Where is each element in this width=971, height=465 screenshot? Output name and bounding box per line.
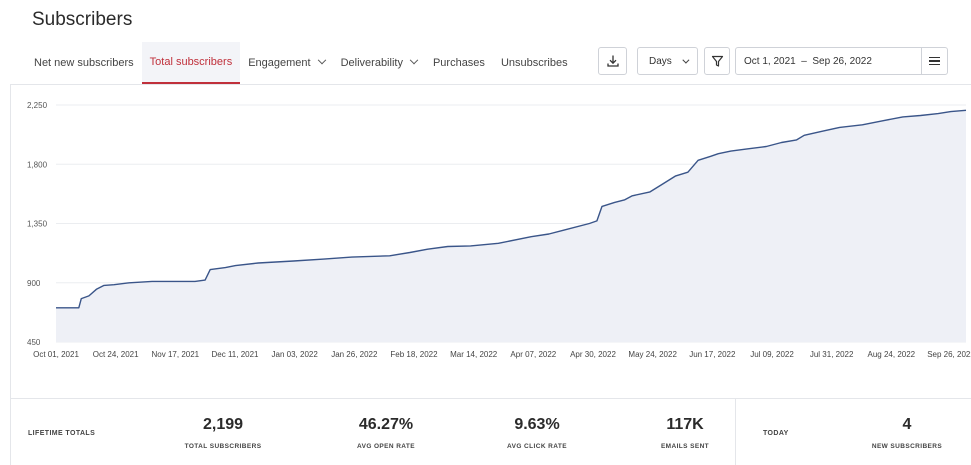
date-separator: – <box>801 55 807 67</box>
x-tick-label: Feb 18, 2022 <box>390 350 438 359</box>
stat-new-subscribers-today: 4 NEW SUBSCRIBERS <box>847 416 967 450</box>
stat-label: AVG CLICK RATE <box>507 443 567 450</box>
download-icon <box>606 55 619 67</box>
x-tick-label: Sep 26, 2022 <box>927 350 971 359</box>
date-range-picker[interactable]: Oct 1, 2021 – Sep 26, 2022 <box>735 47 922 75</box>
chevron-down-icon <box>317 55 326 65</box>
date-end: Sep 26, 2022 <box>812 55 872 67</box>
report-tabs: Net new subscribers Total subscribers En… <box>26 42 576 84</box>
x-tick-label: Dec 11, 2021 <box>212 350 260 359</box>
y-tick-label: 450 <box>27 338 41 347</box>
tab-purchases[interactable]: Purchases <box>425 42 493 84</box>
stat-value: 9.63% <box>514 416 560 433</box>
tab-unsubscribes[interactable]: Unsubscribes <box>493 42 576 84</box>
stat-emails-sent: 117K EMAILS SENT <box>625 416 745 450</box>
y-tick-label: 1,350 <box>27 220 48 229</box>
x-tick-label: Jul 31, 2022 <box>810 350 854 359</box>
page-title: Subscribers <box>32 9 133 30</box>
stat-label: TOTAL SUBSCRIBERS <box>184 443 262 450</box>
stat-label: NEW SUBSCRIBERS <box>871 443 943 450</box>
stat-value: 4 <box>902 416 912 433</box>
x-tick-label: Jan 26, 2022 <box>331 350 378 359</box>
x-tick-label: Jan 03, 2022 <box>272 350 319 359</box>
stat-value: 2,199 <box>202 416 244 433</box>
x-tick-label: Aug 24, 2022 <box>868 350 916 359</box>
filter-icon <box>711 55 723 67</box>
download-button[interactable] <box>598 47 627 75</box>
tab-total-subscribers[interactable]: Total subscribers <box>141 42 241 84</box>
tab-label: Unsubscribes <box>500 57 568 69</box>
tab-label: Total subscribers <box>149 56 233 68</box>
stat-total-subscribers: 2,199 TOTAL SUBSCRIBERS <box>163 416 283 450</box>
series-line <box>56 109 967 309</box>
stat-value: 46.27% <box>358 416 414 433</box>
lifetime-totals-panel: LIFETIME TOTALS 2,199 TOTAL SUBSCRIBERS … <box>10 398 971 465</box>
date-start: Oct 1, 2021 <box>744 55 796 67</box>
stat-avg-open-rate: 46.27% AVG OPEN RATE <box>326 416 446 450</box>
stat-label: EMAILS SENT <box>660 443 710 450</box>
chart-panel: 450 900 1,350 1,800 2,250 Oct 01, 2021 Oct 24,… <box>10 84 971 398</box>
tab-deliverability[interactable]: Deliverability <box>333 42 425 84</box>
granularity-select[interactable]: Days <box>637 47 698 75</box>
hamburger-icon <box>929 56 940 59</box>
x-tick-label: Nov 17, 2021 <box>152 350 200 359</box>
tab-label: Deliverability <box>340 57 403 69</box>
tab-label: Net new subscribers <box>34 57 134 69</box>
tab-label: Engagement <box>248 57 311 69</box>
divider <box>735 399 736 465</box>
tab-net-new-subscribers[interactable]: Net new subscribers <box>26 42 142 84</box>
filter-button[interactable] <box>704 47 730 75</box>
x-tick-label: Oct 24, 2021 <box>93 350 139 359</box>
x-tick-label: Oct 01, 2021 <box>33 350 79 359</box>
y-tick-label: 900 <box>27 279 41 288</box>
x-tick-label: Jun 17, 2022 <box>689 350 736 359</box>
stat-avg-click-rate: 9.63% AVG CLICK RATE <box>477 416 597 450</box>
x-tick-label: Apr 07, 2022 <box>510 350 556 359</box>
tab-label: Purchases <box>432 57 485 69</box>
total-subscribers-chart: 450 900 1,350 1,800 2,250 Oct 01, 2021 Oct 24,… <box>27 101 971 359</box>
menu-button[interactable] <box>921 47 948 75</box>
x-tick-label: May 24, 2022 <box>628 350 677 359</box>
y-tick-label: 2,250 <box>27 101 48 110</box>
x-tick-label: Apr 30, 2022 <box>570 350 616 359</box>
today-label: TODAY <box>763 430 789 437</box>
tab-engagement[interactable]: Engagement <box>240 42 332 84</box>
stat-value: 117K <box>666 416 704 433</box>
stat-label: AVG OPEN RATE <box>356 443 416 450</box>
lifetime-totals-label: LIFETIME TOTALS <box>28 430 96 437</box>
y-tick-label: 1,800 <box>27 160 48 169</box>
series-area <box>56 110 966 342</box>
chevron-down-icon <box>409 55 419 65</box>
chevron-down-icon <box>682 56 690 64</box>
granularity-value: Days <box>649 55 672 67</box>
x-tick-label: Mar 14, 2022 <box>450 350 498 359</box>
x-tick-label: Jul 09, 2022 <box>750 350 794 359</box>
